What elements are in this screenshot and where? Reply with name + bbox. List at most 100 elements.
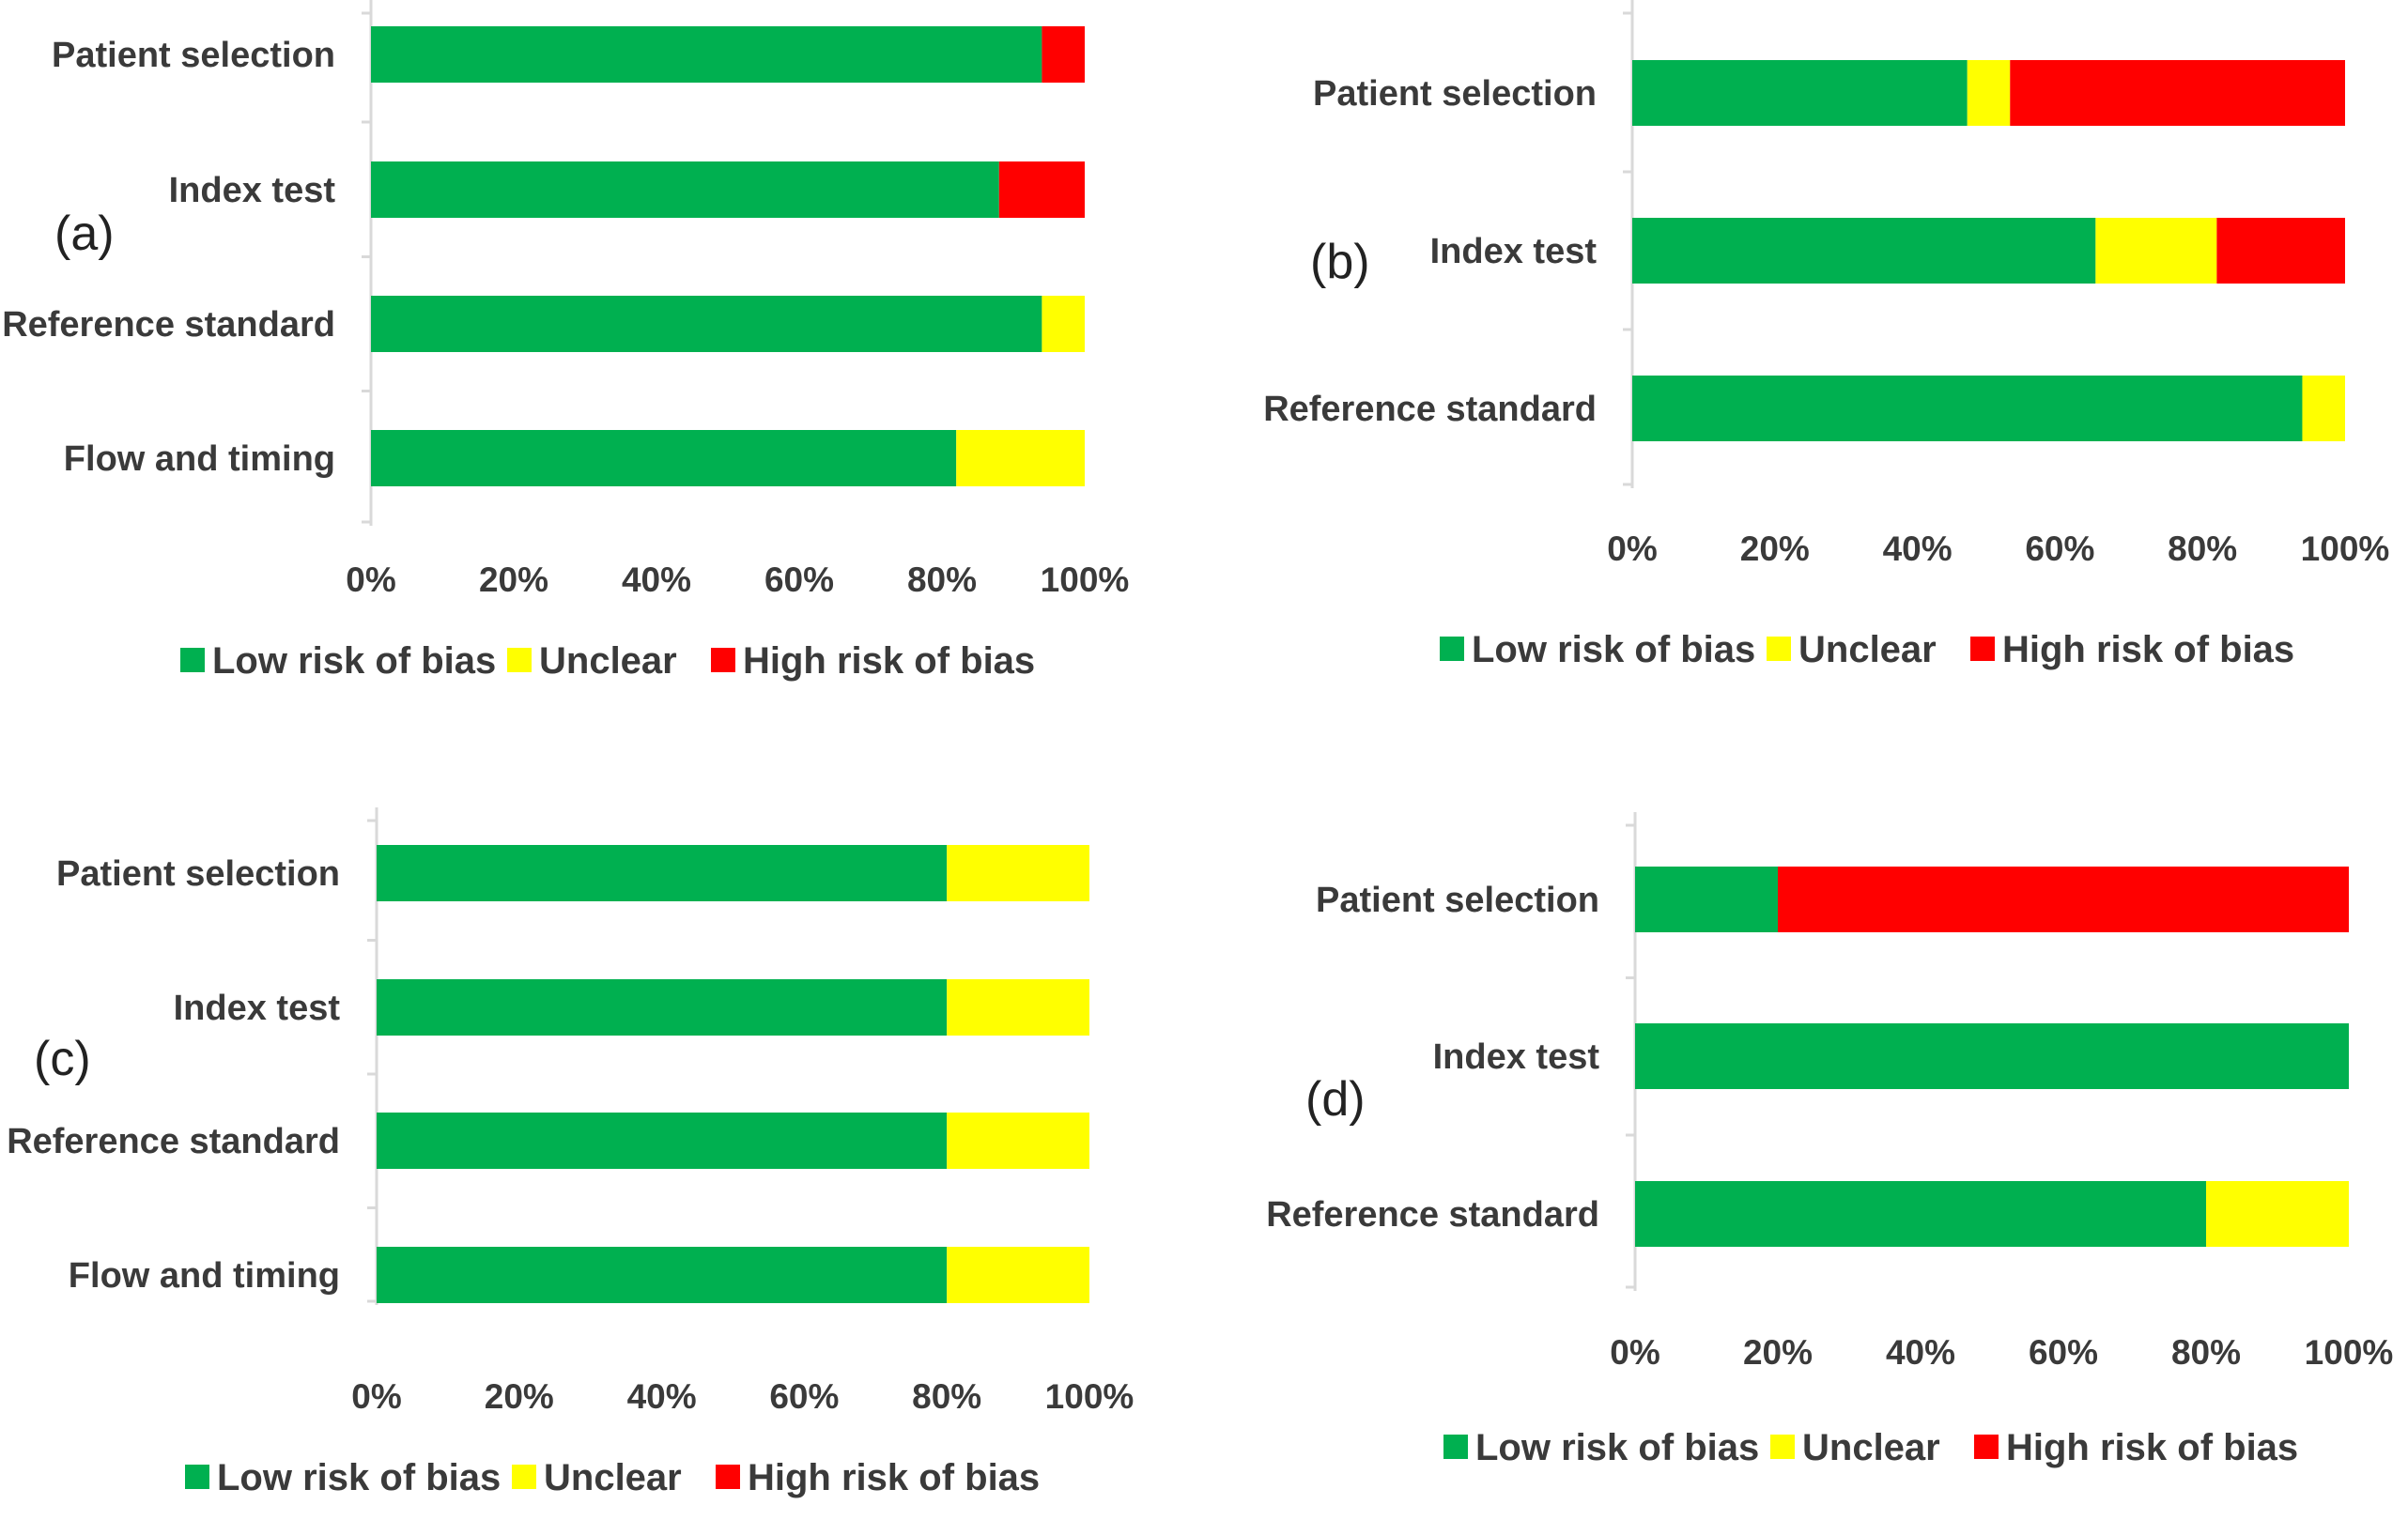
panel-a-bar-high [1042, 26, 1085, 83]
panel-b-x-tick-label: 40% [1883, 530, 1953, 568]
panel-b-bar-high [2216, 218, 2345, 284]
panel-a-bar-low [371, 26, 1042, 83]
panel-b-bar-high [2010, 60, 2345, 126]
panel-d-bar-low [1635, 1181, 2206, 1247]
panel-d-legend-swatch-unclear [1770, 1435, 1795, 1459]
panel-c-bar-low [377, 979, 948, 1036]
panel-a-legend-label-high: High risk of bias [743, 640, 1035, 682]
panel-b-legend-label-unclear: Unclear [1798, 629, 1937, 670]
panel-c-bar-unclear [947, 1247, 1089, 1303]
panel-c-x-tick-label: 80% [912, 1377, 981, 1416]
panel-b-bar-unclear [1967, 60, 2011, 126]
panel-b-x-tick-label: 20% [1740, 530, 1810, 568]
panel-c-legend-swatch-low [185, 1465, 209, 1489]
panel-b-bar-unclear [2095, 218, 2217, 284]
panel-a-bar-low [371, 296, 1042, 352]
panel-c-x-tick-label: 100% [1045, 1377, 1135, 1416]
panel-d-panel-label: (d) [1305, 1072, 1366, 1127]
panel-a-legend-swatch-high [711, 648, 735, 672]
panel-b-bar-low [1632, 60, 1968, 126]
panel-b-legend-swatch-unclear [1767, 637, 1791, 661]
panel-b-legend-swatch-low [1440, 637, 1464, 661]
panel-c-x-tick-label: 60% [769, 1377, 839, 1416]
panel-d-legend-swatch-low [1443, 1435, 1468, 1459]
panel-a-legend-swatch-low [180, 648, 205, 672]
panel-a-legend-label-unclear: Unclear [539, 640, 677, 682]
panel-c-x-tick-label: 0% [351, 1377, 401, 1416]
panel-a-x-tick-label: 100% [1041, 560, 1130, 599]
panel-c-category-label: Patient selection [56, 854, 340, 894]
panel-d-bar-low [1635, 1023, 2349, 1089]
panel-d-category-label: Reference standard [1266, 1195, 1599, 1235]
panel-c-category-label: Reference standard [7, 1122, 340, 1161]
panel-a-bar-low [371, 161, 999, 218]
panel-c-x-tick-label: 40% [627, 1377, 697, 1416]
panel-b-legend-label-high: High risk of bias [2002, 629, 2294, 670]
panel-a-x-tick-label: 40% [622, 560, 691, 599]
panel-c-bar-low [377, 1113, 948, 1169]
panel-b-legend-label-low: Low risk of bias [1472, 629, 1755, 670]
panel-a-bar-high [998, 161, 1085, 218]
panel-b-category-label: Index test [1430, 232, 1598, 271]
panel-d-bar-high [1778, 867, 2349, 932]
panel-a-category-label: Patient selection [52, 36, 335, 75]
panel-c-bar-unclear [947, 845, 1089, 901]
panel-a-x-tick-label: 80% [907, 560, 977, 599]
panel-c-bar-unclear [947, 979, 1089, 1036]
panel-a-bar-unclear [956, 430, 1085, 486]
panel-a-x-tick-label: 20% [479, 560, 548, 599]
panel-d-category-label: Patient selection [1316, 881, 1599, 920]
panel-d-x-tick-label: 100% [2305, 1333, 2394, 1372]
panel-c-legend-label-unclear: Unclear [544, 1457, 682, 1498]
panel-a-x-tick-label: 0% [346, 560, 395, 599]
panel-b-chart: Patient selection Index test Reference sta… [1263, 0, 2389, 670]
panel-c-bar-low [377, 845, 948, 901]
panel-c-legend-swatch-high [716, 1465, 740, 1489]
panel-c-legend-swatch-unclear [512, 1465, 536, 1489]
panel-d-x-tick-label: 20% [1743, 1333, 1813, 1372]
panel-b-x-tick-label: 80% [2168, 530, 2237, 568]
panel-b-panel-label: (b) [1310, 235, 1370, 289]
panel-b-x-tick-label: 100% [2301, 530, 2390, 568]
panel-d-x-tick-label: 60% [2029, 1333, 2098, 1372]
panel-a-legend-label-low: Low risk of bias [212, 640, 496, 682]
panel-a-x-tick-label: 60% [764, 560, 834, 599]
panel-a-category-label: Flow and timing [64, 439, 335, 479]
panel-c-category-label: Index test [174, 989, 341, 1028]
panel-d-legend-label-low: Low risk of bias [1475, 1427, 1759, 1468]
panel-c-legend-label-high: High risk of bias [748, 1457, 1040, 1498]
panel-b-bar-unclear [2302, 376, 2345, 441]
panel-a-category-label: Reference standard [2, 305, 335, 345]
panel-d-chart: Patient selection Index test Reference sta… [1266, 812, 2393, 1468]
panel-a-category-label: Index test [169, 171, 336, 210]
panel-a-bar-unclear [1042, 296, 1085, 352]
panel-b-bar-low [1632, 218, 2096, 284]
panel-d-x-tick-label: 40% [1886, 1333, 1955, 1372]
panel-d-legend-label-unclear: Unclear [1802, 1427, 1940, 1468]
panel-c-bar-unclear [947, 1113, 1089, 1169]
panel-b-bar-low [1632, 376, 2303, 441]
panel-d-legend-label-high: High risk of bias [2006, 1427, 2298, 1468]
panel-d-category-label: Index test [1433, 1037, 1600, 1077]
panel-a-chart: Patient selection Index test Reference sta… [2, 0, 1129, 682]
panel-b-category-label: Patient selection [1313, 74, 1597, 114]
panel-c-chart: Patient selection Index test Reference sta… [7, 807, 1134, 1498]
panel-a-panel-label: (a) [54, 207, 115, 261]
panel-c-x-tick-label: 20% [485, 1377, 554, 1416]
panel-b-category-label: Reference standard [1263, 390, 1597, 429]
panel-b-legend-swatch-high [1970, 637, 1995, 661]
panel-d-bar-unclear [2206, 1181, 2349, 1247]
panel-d-x-tick-label: 0% [1610, 1333, 1659, 1372]
panel-a-legend-swatch-unclear [507, 648, 532, 672]
panel-d-bar-low [1635, 867, 1778, 932]
panel-a-bar-low [371, 430, 957, 486]
panel-b-x-tick-label: 60% [2025, 530, 2094, 568]
panel-c-panel-label: (c) [34, 1032, 91, 1086]
panel-d-x-tick-label: 80% [2171, 1333, 2241, 1372]
panel-b-x-tick-label: 0% [1607, 530, 1657, 568]
panel-c-legend-label-low: Low risk of bias [217, 1457, 501, 1498]
panel-d-legend-swatch-high [1974, 1435, 1999, 1459]
panel-c-bar-low [377, 1247, 948, 1303]
panel-c-category-label: Flow and timing [69, 1256, 340, 1296]
